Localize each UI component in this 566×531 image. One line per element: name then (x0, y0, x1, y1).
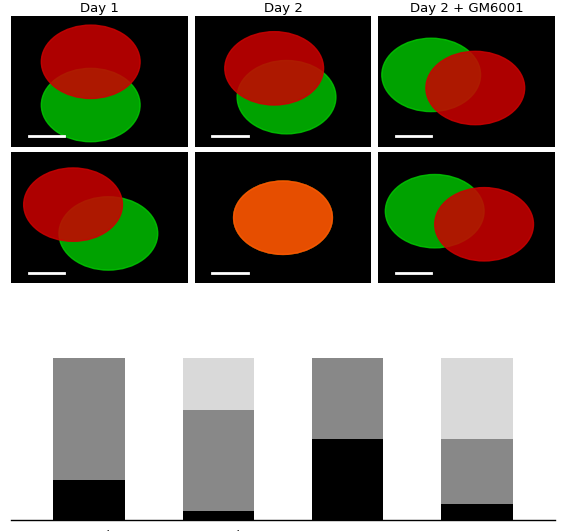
Circle shape (234, 181, 332, 254)
Circle shape (234, 181, 332, 254)
Title: Day 1: Day 1 (80, 2, 119, 15)
Bar (441, 358, 513, 439)
Circle shape (426, 52, 525, 125)
Circle shape (385, 175, 484, 248)
Bar (441, 439, 513, 504)
Bar (183, 410, 254, 511)
Bar (53, 358, 125, 480)
Circle shape (237, 61, 336, 134)
Bar (312, 439, 383, 520)
Title: Day 2 + GM6001: Day 2 + GM6001 (410, 2, 524, 15)
Circle shape (41, 25, 140, 98)
Bar (312, 358, 383, 439)
Circle shape (59, 197, 158, 270)
Title: Day 2: Day 2 (264, 2, 302, 15)
Circle shape (435, 187, 534, 261)
Circle shape (234, 181, 332, 254)
Circle shape (41, 68, 140, 142)
Bar (53, 480, 125, 520)
Circle shape (24, 168, 122, 241)
Bar (183, 511, 254, 520)
Circle shape (225, 32, 324, 105)
Circle shape (382, 38, 481, 112)
Bar (183, 358, 254, 410)
Bar (441, 504, 513, 520)
